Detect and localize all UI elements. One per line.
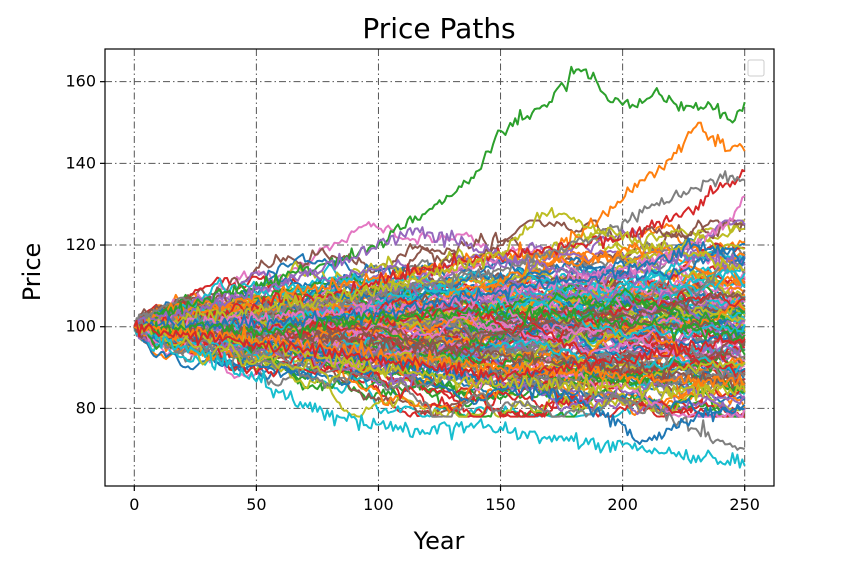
price-path-series: [133, 121, 746, 328]
price-path-series: [133, 195, 746, 334]
x-tick-label: 50: [246, 495, 266, 514]
x-tick-label: 250: [729, 495, 760, 514]
price-path-series: [133, 237, 746, 335]
y-tick-label: 100: [65, 317, 96, 336]
chart-title: Price Paths: [362, 12, 515, 45]
x-tick-label: 150: [485, 495, 516, 514]
price-path-series: [133, 226, 746, 328]
price-path-series: [134, 302, 746, 342]
price-path-series: [133, 325, 746, 388]
series-lines: [133, 65, 746, 469]
x-tick-label: 0: [129, 495, 139, 514]
price-path-series: [133, 323, 746, 390]
axis-ticks: 0 50 100 150 200 250 80 100 120 140 160: [65, 72, 760, 514]
y-tick-label: 160: [65, 72, 96, 91]
legend-box: [747, 59, 765, 77]
background-paths: [133, 219, 746, 418]
price-path-line: [133, 284, 746, 340]
price-path-line: [134, 280, 746, 351]
price-path-series: [133, 320, 746, 402]
x-tick-label: 100: [363, 495, 394, 514]
price-path-series: [133, 320, 746, 382]
price-path-line: [133, 316, 745, 418]
price-path-series: [133, 325, 746, 469]
y-axis-label: Price: [18, 243, 46, 302]
price-path-line: [134, 320, 746, 384]
x-axis-label: Year: [413, 527, 465, 555]
y-tick-label: 80: [76, 398, 96, 417]
y-tick-label: 140: [65, 153, 96, 172]
price-path-series: [133, 169, 746, 336]
y-tick-label: 120: [65, 235, 96, 254]
price-path-series: [133, 65, 746, 331]
x-tick-label: 200: [607, 495, 638, 514]
plot-frame: [104, 48, 775, 487]
